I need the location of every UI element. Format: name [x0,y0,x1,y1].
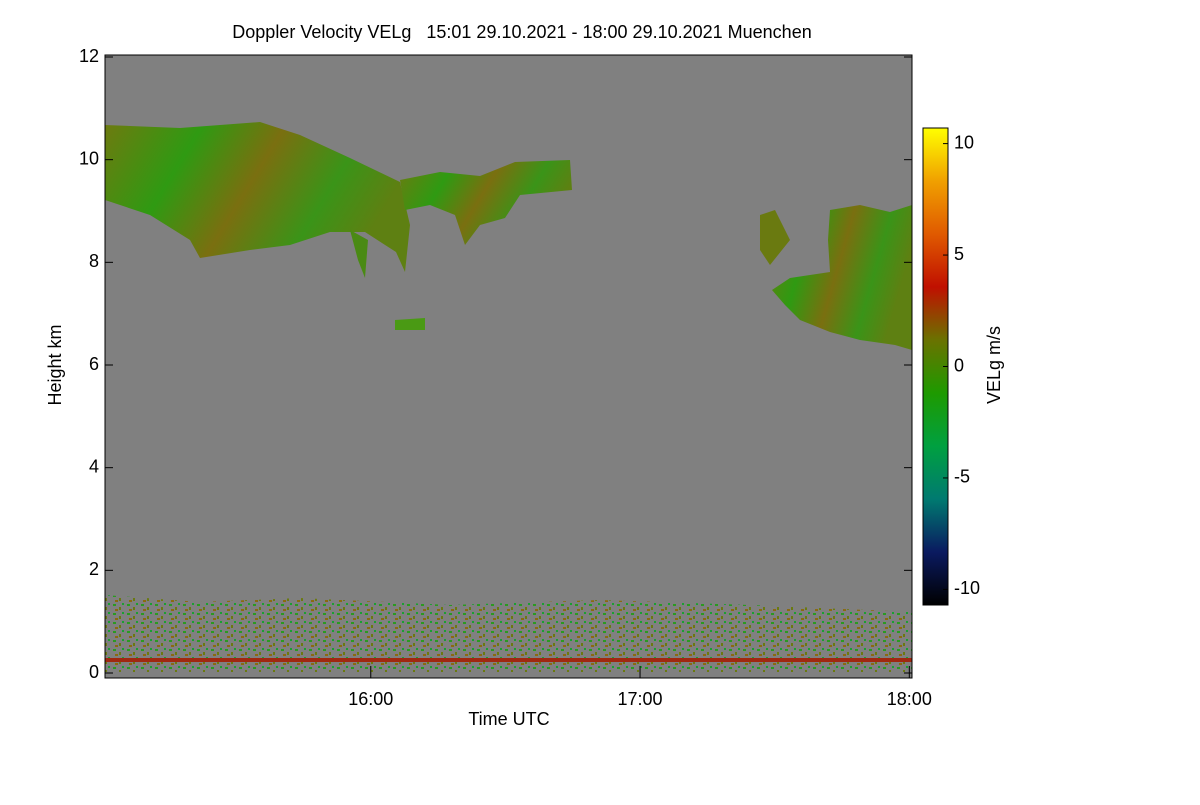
y-tick-label: 0 [89,662,99,682]
colorbar-tick-label: 0 [954,355,964,375]
ground-echo [105,658,912,662]
y-tick-label: 6 [89,354,99,374]
colorbar-tick-label: 5 [954,244,964,264]
y-tick-label: 4 [89,456,99,476]
x-tick-label: 17:00 [618,689,663,709]
colorbar-tick-label: -10 [954,578,980,598]
colorbar-tick-label: 10 [954,132,974,152]
x-tick-label: 18:00 [887,689,932,709]
y-tick-label: 2 [89,559,99,579]
echo-region [400,160,572,245]
echo-region [105,122,410,272]
y-tick-label: 12 [79,46,99,66]
y-tick-label: 10 [79,148,99,168]
y-tick-label: 8 [89,251,99,271]
chart-title: Doppler Velocity VELg 15:01 29.10.2021 -… [232,22,811,42]
x-axis-label: Time UTC [468,709,549,729]
plot-area [104,54,913,679]
echo-region [772,205,912,350]
plot-frame [104,54,913,679]
colorbar-label: VELg m/s [984,326,1004,404]
y-axis-label: Height km [45,324,65,405]
echo-region [350,230,368,278]
boundary-layer [105,595,912,672]
echo-region [760,210,790,265]
x-tick-label: 16:00 [348,689,393,709]
echo-region [395,318,425,330]
colorbar-tick-label: -5 [954,467,970,487]
